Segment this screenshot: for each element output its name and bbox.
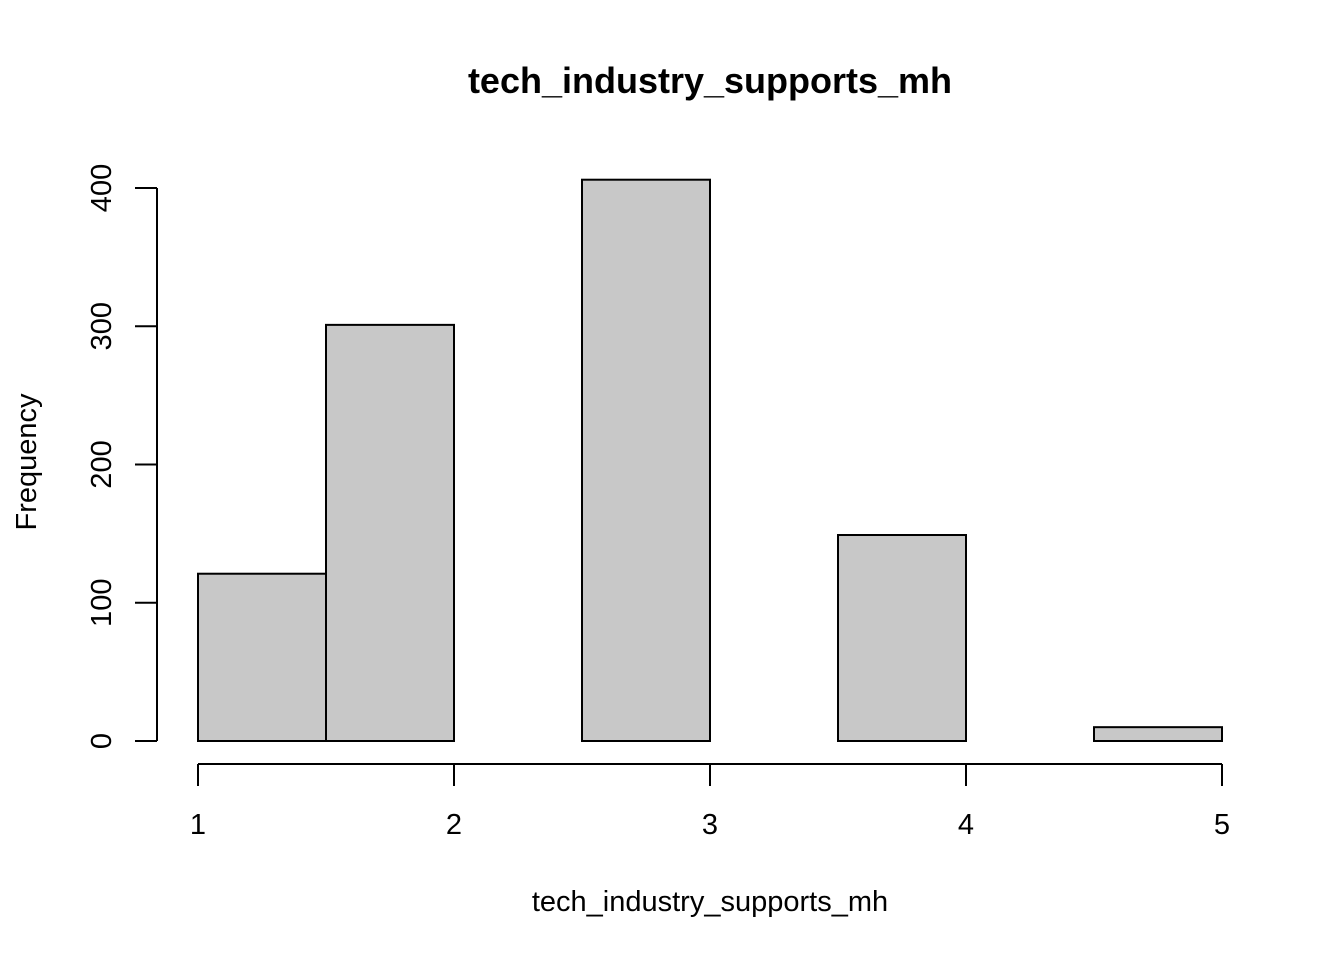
x-tick-label: 5 <box>1214 809 1230 841</box>
histogram-bar-8 <box>1093 726 1223 742</box>
histogram-bar-6 <box>837 534 967 742</box>
y-axis-label: Frequency <box>11 393 43 531</box>
x-tick-label: 3 <box>702 809 718 841</box>
histogram-bar-4 <box>581 178 711 742</box>
y-tick-label: 200 <box>86 440 118 488</box>
x-tick-label: 1 <box>190 809 206 841</box>
y-tick-label: 400 <box>86 164 118 212</box>
x-tick-label: 4 <box>958 809 974 841</box>
x-axis: 1 2 3 4 5 <box>190 763 1230 841</box>
y-tick-label: 100 <box>86 579 118 627</box>
chart-title: tech_industry_supports_mh <box>468 60 952 101</box>
x-tick-label: 2 <box>446 809 462 841</box>
bars-group <box>197 178 1223 743</box>
y-axis: 0 100 200 300 400 <box>86 164 158 749</box>
x-axis-label: tech_industry_supports_mh <box>532 886 888 918</box>
y-tick-label: 300 <box>86 302 118 350</box>
y-tick-label: 0 <box>86 733 118 749</box>
histogram-bar-2 <box>325 323 455 742</box>
histogram-bar-1 <box>197 572 327 743</box>
